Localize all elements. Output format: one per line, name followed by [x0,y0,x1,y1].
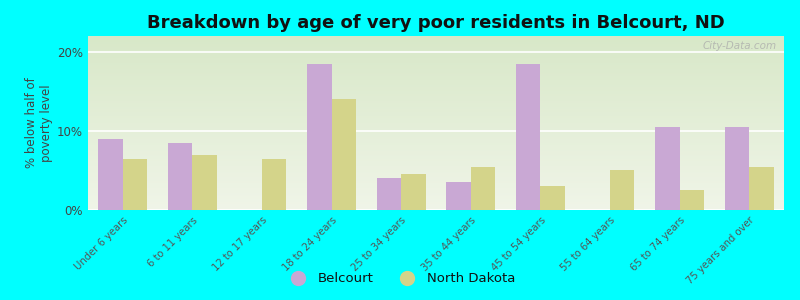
Bar [307,64,332,210]
Bar [516,64,541,210]
Bar [377,178,401,210]
Bar [680,190,704,210]
Bar [123,159,147,210]
Bar [750,167,774,210]
Bar [262,159,286,210]
Bar [98,139,123,210]
Bar [332,99,356,210]
Legend: Belcourt, North Dakota: Belcourt, North Dakota [280,267,520,290]
Bar [446,182,470,210]
Text: City-Data.com: City-Data.com [703,41,777,51]
Bar [193,154,217,210]
Bar [402,174,426,210]
Bar [725,127,749,210]
Title: Breakdown by age of very poor residents in Belcourt, ND: Breakdown by age of very poor residents … [147,14,725,32]
Bar [541,186,565,210]
Bar [168,143,193,210]
Bar [471,167,495,210]
Bar [610,170,634,210]
Bar [655,127,680,210]
Y-axis label: % below half of
poverty level: % below half of poverty level [25,78,53,168]
